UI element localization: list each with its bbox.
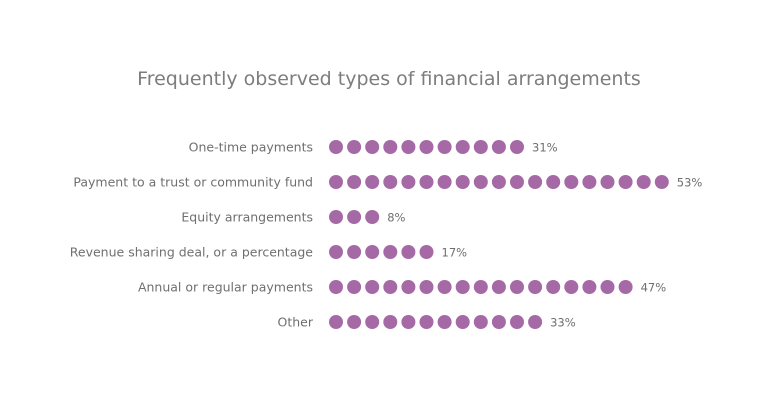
data-dot (528, 315, 543, 329)
data-dot (401, 315, 416, 329)
data-dot (564, 280, 579, 294)
data-dot (437, 315, 452, 329)
data-dot (383, 315, 398, 329)
data-dot (510, 175, 524, 189)
value-label: 8% (387, 211, 405, 225)
data-dot (419, 280, 434, 294)
data-dot (491, 315, 506, 329)
data-dot (582, 280, 597, 294)
data-dot (383, 245, 398, 259)
data-dot (383, 175, 398, 189)
chart-row: One-time payments 31% (189, 140, 558, 155)
data-dot (347, 140, 362, 154)
data-dot (473, 315, 488, 329)
data-dot (383, 280, 398, 294)
value-label: 31% (532, 141, 558, 155)
data-dot (491, 280, 506, 294)
chart-row: Equity arrangements 8% (181, 210, 405, 225)
data-dot (419, 175, 434, 189)
data-dot (365, 280, 380, 294)
data-dot (437, 280, 452, 294)
data-dot (365, 315, 380, 329)
data-dot (347, 175, 362, 189)
data-dot (546, 280, 561, 294)
chart-rows: One-time payments 31% Payment to a trust o… (70, 140, 703, 330)
data-dot (528, 280, 543, 294)
data-dot (437, 140, 452, 154)
data-dot (401, 175, 416, 189)
data-dot (437, 175, 452, 189)
category-label: Other (278, 315, 314, 330)
value-label: 47% (641, 281, 667, 295)
data-dot (491, 175, 506, 189)
data-dot (564, 175, 579, 189)
chart-row: Payment to a trust or community fund 53% (73, 175, 702, 190)
data-dot (419, 315, 434, 329)
chart-title: Frequently observed types of financial a… (137, 68, 641, 90)
data-dot (365, 210, 380, 224)
data-dot (329, 245, 343, 259)
category-label: One-time payments (189, 140, 313, 155)
data-dot (582, 175, 597, 189)
data-dot (473, 140, 488, 154)
data-dot (329, 140, 343, 154)
data-dot (510, 140, 524, 154)
data-dot (510, 280, 524, 294)
data-dot (618, 175, 633, 189)
data-dot (401, 140, 416, 154)
data-dot (473, 280, 488, 294)
data-dot (654, 175, 669, 189)
data-dot (347, 280, 362, 294)
data-dot (419, 245, 434, 259)
data-dot (473, 175, 488, 189)
data-dot (383, 140, 398, 154)
data-dot (455, 140, 470, 154)
value-label: 53% (677, 176, 703, 190)
value-label: 17% (442, 246, 468, 260)
data-dot (455, 175, 470, 189)
data-dot (401, 280, 416, 294)
chart-row: Annual or regular payments 47% (138, 280, 666, 295)
data-dot (600, 175, 615, 189)
data-dot (455, 280, 470, 294)
category-label: Equity arrangements (181, 210, 313, 225)
data-dot (510, 315, 524, 329)
data-dot (329, 175, 343, 189)
category-label: Revenue sharing deal, or a percentage (70, 245, 314, 260)
chart-row: Other 33% (278, 315, 576, 330)
data-dot (365, 175, 380, 189)
data-dot (528, 175, 543, 189)
data-dot (455, 315, 470, 329)
data-dot (365, 140, 380, 154)
data-dot (347, 210, 362, 224)
data-dot (329, 315, 343, 329)
data-dot (401, 245, 416, 259)
data-dot (347, 245, 362, 259)
data-dot (329, 280, 343, 294)
data-dot (419, 140, 434, 154)
category-label: Annual or regular payments (138, 280, 313, 295)
value-label: 33% (550, 316, 576, 330)
data-dot (636, 175, 651, 189)
data-dot (618, 280, 633, 294)
data-dot (491, 140, 506, 154)
data-dot (546, 175, 561, 189)
chart-row: Revenue sharing deal, or a percentage 17% (70, 245, 467, 260)
data-dot (600, 280, 615, 294)
category-label: Payment to a trust or community fund (73, 175, 313, 190)
data-dot (329, 210, 343, 224)
data-dot (365, 245, 380, 259)
data-dot (347, 315, 362, 329)
